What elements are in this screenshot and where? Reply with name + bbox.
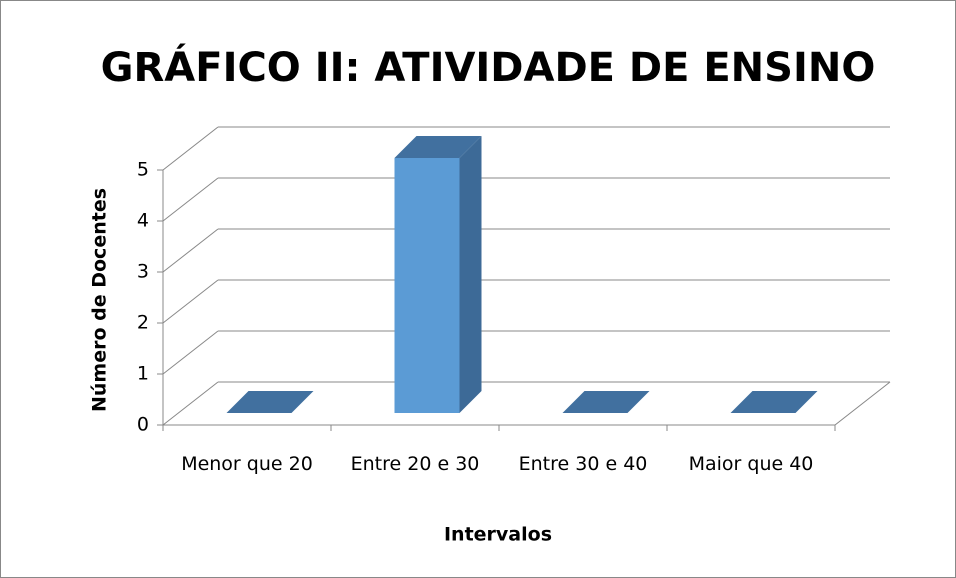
y-tick-label: 2 — [137, 312, 149, 334]
bar-front — [394, 158, 460, 413]
y-tick-label: 3 — [137, 261, 149, 283]
x-tick-label: Entre 30 e 40 — [518, 453, 648, 475]
bar-top — [562, 391, 650, 413]
bar — [562, 391, 650, 413]
x-tick-label: Entre 20 e 30 — [350, 453, 480, 475]
side-grid-line — [162, 126, 219, 171]
x-tick-label: Maior que 40 — [688, 453, 814, 475]
x-axis-label: Intervalos — [444, 524, 552, 546]
bar-top — [226, 391, 314, 413]
bar — [226, 391, 314, 413]
y-tick-label: 1 — [137, 363, 149, 385]
y-tick-label: 0 — [137, 414, 149, 436]
y-tick-label: 5 — [137, 159, 149, 181]
bar-top — [394, 136, 482, 158]
x-tick-label: Menor que 20 — [181, 453, 313, 475]
side-grid-line — [162, 381, 219, 426]
bar — [394, 136, 482, 413]
side-grid-line — [162, 228, 219, 273]
bar-top — [730, 391, 818, 413]
side-grid-line — [162, 177, 219, 222]
chart-title: GRÁFICO II: ATIVIDADE DE ENSINO — [101, 43, 876, 91]
y-tick-label: 4 — [137, 210, 149, 232]
bar — [730, 391, 818, 413]
side-grid-line — [162, 279, 219, 324]
bar-side — [459, 136, 482, 413]
side-grid-line — [162, 330, 219, 375]
y-axis-label: Número de Docentes — [89, 188, 111, 412]
